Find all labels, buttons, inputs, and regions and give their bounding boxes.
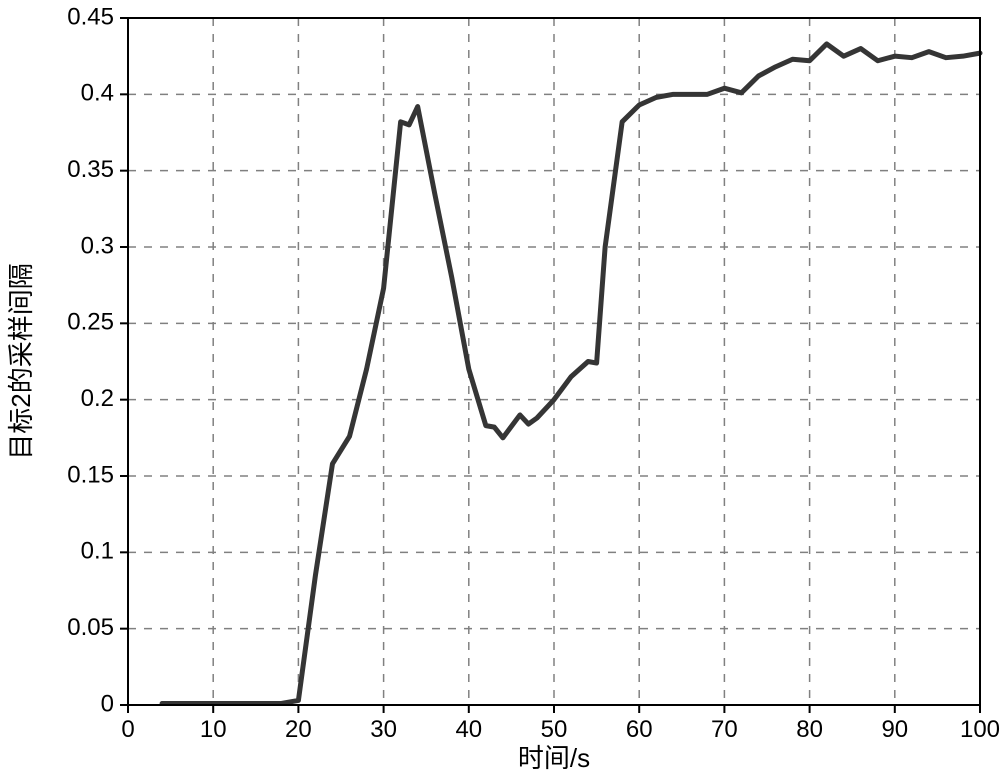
x-tick-label: 50 <box>541 716 568 743</box>
y-tick-label: 0.25 <box>67 309 114 336</box>
y-tick-label: 0.1 <box>81 538 114 565</box>
x-tick-label: 20 <box>285 716 312 743</box>
x-tick-label: 40 <box>455 716 482 743</box>
line-chart: 0 10 20 30 40 50 60 70 80 90 100 0 0.05 0.1 0.15 0.2 0.2… <box>0 0 1000 773</box>
y-tick-label: 0.15 <box>67 461 114 488</box>
y-tick-label: 0.05 <box>67 614 114 641</box>
x-tick-label: 0 <box>121 716 134 743</box>
y-tick-label: 0 <box>101 690 114 717</box>
x-tick-label: 60 <box>626 716 653 743</box>
y-tick-label: 0.35 <box>67 156 114 183</box>
x-tick-label: 90 <box>881 716 908 743</box>
x-tick-label: 70 <box>711 716 738 743</box>
x-axis-title: 时间/s <box>518 743 590 773</box>
y-tick-label: 0.4 <box>81 80 114 107</box>
chart-svg: 0 10 20 30 40 50 60 70 80 90 100 0 0.05 0.1 0.15 0.2 0.2… <box>0 0 1000 773</box>
y-tick-label: 0.45 <box>67 3 114 30</box>
y-tick-label: 0.2 <box>81 385 114 412</box>
y-tick-label: 0.3 <box>81 232 114 259</box>
x-tick-label: 30 <box>370 716 397 743</box>
x-tick-label: 80 <box>796 716 823 743</box>
x-tick-label: 100 <box>960 716 1000 743</box>
x-tick-label: 10 <box>200 716 227 743</box>
y-axis-title: 目标2的采样间隔 <box>6 263 36 459</box>
